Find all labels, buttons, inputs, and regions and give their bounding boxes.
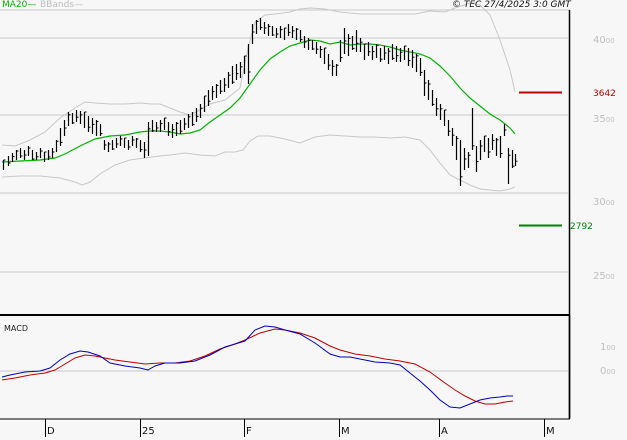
x-axis-ticks [45, 419, 545, 437]
macd-line [1, 325, 513, 409]
x-label-may: M [546, 426, 555, 437]
y-tick-4000: 4000 [593, 35, 615, 46]
resistance-label: 3642 [593, 89, 616, 99]
legend-bbands: BBands— [40, 0, 83, 10]
grid-lines [0, 37, 569, 372]
x-label-mar: M [341, 426, 350, 437]
price-bars [2, 18, 518, 186]
macd-title: MACD [4, 324, 28, 333]
support-label: 2792 [570, 222, 593, 232]
y-tick-3000: 3000 [593, 197, 615, 208]
macd-y-tick-100: 100 [600, 342, 616, 353]
y-tick-2500: 2500 [593, 271, 615, 282]
legend-ma20: MA20— [2, 0, 37, 10]
copyright-timestamp: © TEC 27/4/2025 3:0 GMT [452, 0, 571, 10]
x-label-apr: A [441, 426, 448, 437]
macd-y-tick-0: 000 [600, 366, 616, 377]
y-tick-3500: 3500 [593, 114, 615, 125]
x-label-feb: F [246, 426, 252, 437]
bbands-upper-line [1, 2, 516, 147]
x-label-2025: 25 [142, 426, 155, 437]
bbands-lower-line [1, 134, 516, 192]
ma20-line [1, 39, 516, 163]
x-label-dec: D [47, 426, 55, 437]
signal-line [1, 328, 514, 405]
